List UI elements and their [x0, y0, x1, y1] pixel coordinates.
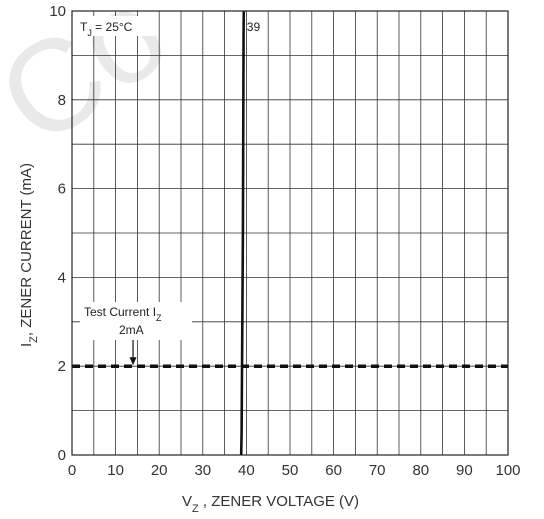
- x-tick-label: 70: [369, 462, 386, 479]
- y-tick-label: 2: [58, 358, 66, 375]
- y-tick-label: 10: [49, 3, 66, 20]
- chart-marks: [72, 10, 508, 456]
- y-tick-label: 4: [58, 269, 66, 286]
- series-label: 39: [247, 20, 261, 34]
- x-tick-label: 10: [107, 462, 124, 479]
- grid: [71, 10, 509, 456]
- x-tick-label: 0: [68, 462, 76, 479]
- x-tick-label: 90: [456, 462, 473, 479]
- y-tick-label: 8: [58, 92, 66, 109]
- zener-curve: [239, 10, 246, 456]
- svg-text:2mA: 2mA: [119, 323, 144, 337]
- x-axis-title: VZ , ZENER VOLTAGE (V): [182, 493, 359, 515]
- x-tick-label: 40: [238, 462, 255, 479]
- x-tick-label: 100: [495, 462, 520, 479]
- svg-text:TJ = 25°C: TJ = 25°C: [80, 20, 133, 38]
- y-tick-label: 0: [58, 447, 66, 464]
- x-tick-label: 80: [412, 462, 429, 479]
- x-tick-label: 60: [325, 462, 342, 479]
- test-current-label: Test Current IZ 2mA: [80, 302, 192, 340]
- x-tick-label: 50: [282, 462, 299, 479]
- svg-text:Test Current IZ: Test Current IZ: [84, 305, 162, 323]
- x-tick-label: 30: [194, 462, 211, 479]
- y-axis-title: IZ, ZENER CURRENT (mA): [18, 163, 40, 347]
- temperature-label: TJ = 25°C: [77, 16, 155, 38]
- y-tick-label: 6: [58, 181, 66, 198]
- x-tick-label: 20: [151, 462, 168, 479]
- plot-frame: [71, 10, 509, 456]
- test-current-arrow-head: [129, 357, 137, 366]
